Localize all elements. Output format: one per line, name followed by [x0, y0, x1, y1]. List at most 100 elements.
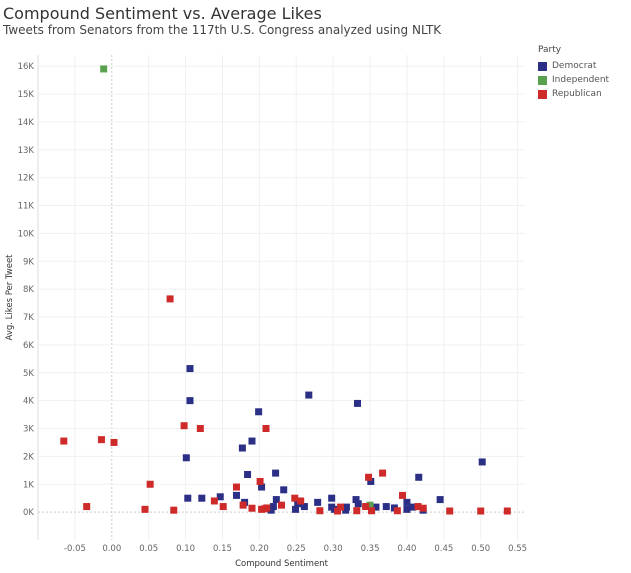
data-point-democrat	[255, 408, 263, 416]
data-point-republican	[60, 437, 68, 445]
data-point-republican	[219, 503, 227, 511]
x-tick-label: 0.30	[324, 544, 343, 554]
x-tick-label: 0.40	[397, 544, 416, 554]
data-point-democrat	[258, 483, 266, 491]
data-point-republican	[365, 473, 373, 481]
data-point-republican	[146, 480, 154, 488]
data-point-republican	[248, 504, 256, 512]
data-point-republican	[210, 497, 218, 505]
data-point-republican	[414, 503, 422, 511]
legend-item-republican[interactable]: Republican	[538, 87, 609, 101]
x-tick-label: 0.10	[176, 544, 195, 554]
x-tick-label: 0.50	[471, 544, 490, 554]
data-point-republican	[334, 507, 342, 515]
data-point-republican	[232, 483, 240, 491]
data-point-democrat	[186, 365, 194, 373]
x-axis-label: Compound Sentiment	[235, 559, 328, 569]
data-point-republican	[477, 507, 485, 515]
data-point-democrat	[478, 458, 486, 466]
data-point-democrat	[272, 496, 280, 504]
data-point-republican	[337, 503, 345, 511]
data-point-republican	[180, 422, 188, 430]
data-point-democrat	[292, 505, 300, 513]
data-point-republican	[379, 469, 387, 477]
legend-title: Party	[538, 45, 562, 55]
data-point-republican	[97, 436, 105, 444]
data-point-democrat	[280, 486, 288, 494]
data-point-democrat	[372, 503, 380, 511]
data-point-republican	[239, 501, 247, 509]
data-point-democrat	[436, 496, 444, 504]
x-tick-label: 0.35	[361, 544, 380, 554]
data-point-republican	[110, 438, 118, 446]
data-point-republican	[256, 477, 264, 485]
data-point-democrat	[198, 494, 206, 502]
data-point-republican	[353, 507, 361, 515]
data-point-republican	[297, 497, 305, 505]
x-tick-label: 0.15	[213, 544, 232, 554]
legend-item-independent[interactable]: Independent	[538, 73, 609, 87]
y-tick-label: 8K	[23, 285, 34, 295]
data-point-republican	[446, 507, 454, 515]
data-point-democrat	[354, 399, 362, 407]
data-point-democrat	[300, 503, 308, 511]
data-point-democrat	[182, 454, 190, 462]
y-tick-label: 13K	[18, 146, 35, 156]
series-independent	[100, 65, 374, 509]
data-point-republican	[503, 507, 511, 515]
data-point-republican	[262, 425, 270, 433]
data-point-democrat	[267, 506, 275, 514]
legend-swatch	[538, 61, 547, 71]
y-tick-label: 3K	[23, 425, 34, 435]
data-point-democrat	[409, 503, 417, 511]
y-tick-label: 10K	[18, 229, 35, 239]
y-tick-label: 0K	[23, 508, 34, 518]
x-tick-label: -0.05	[64, 544, 86, 554]
data-point-democrat	[328, 494, 336, 502]
data-point-democrat	[186, 397, 194, 405]
data-point-democrat	[184, 494, 192, 502]
data-point-democrat	[238, 444, 246, 452]
data-point-independent	[366, 501, 374, 509]
data-point-democrat	[232, 491, 240, 499]
y-tick-label: 1K	[23, 480, 34, 490]
data-point-democrat	[403, 498, 411, 506]
data-point-republican	[166, 295, 174, 303]
data-point-democrat	[305, 391, 313, 399]
y-tick-label: 15K	[18, 90, 35, 100]
data-point-democrat	[314, 498, 322, 506]
x-tick-label: 0.45	[434, 544, 453, 554]
y-axis-label: Avg. Likes Per Tweet	[5, 254, 15, 341]
data-point-republican	[399, 491, 407, 499]
data-point-republican	[393, 507, 401, 515]
legend-item-democrat[interactable]: Democrat	[538, 59, 609, 73]
data-point-republican	[83, 503, 91, 511]
x-tick-label: 0.55	[508, 544, 527, 554]
data-point-democrat	[216, 493, 224, 501]
data-point-republican	[263, 504, 271, 512]
y-tick-label: 11K	[18, 202, 35, 212]
data-point-republican	[362, 503, 370, 511]
data-point-democrat	[354, 500, 362, 508]
y-tick-label: 9K	[23, 257, 34, 267]
data-point-republican	[278, 501, 285, 509]
x-tick-label: 0.05	[139, 544, 158, 554]
y-tick-label: 4K	[23, 397, 34, 407]
y-tick-label: 16K	[18, 62, 35, 72]
y-tick-label: 14K	[18, 118, 35, 128]
x-tick-label: 0.00	[102, 544, 121, 554]
data-point-democrat	[382, 503, 390, 511]
data-point-independent	[100, 65, 108, 73]
data-point-republican	[196, 425, 204, 433]
legend-swatch	[538, 75, 547, 85]
y-tick-label: 6K	[23, 341, 34, 351]
legend: Party Democrat Independent Republican	[538, 45, 609, 101]
data-point-democrat	[244, 470, 252, 478]
data-point-republican	[419, 504, 427, 512]
data-point-republican	[170, 506, 178, 514]
y-tick-label: 5K	[23, 369, 34, 379]
data-point-democrat	[248, 437, 256, 445]
legend-swatch	[538, 89, 547, 99]
